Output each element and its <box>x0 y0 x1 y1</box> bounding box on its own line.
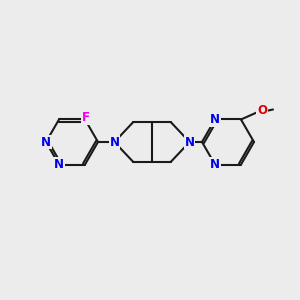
Text: F: F <box>82 111 90 124</box>
Text: N: N <box>110 136 119 148</box>
Text: O: O <box>257 104 267 117</box>
Text: N: N <box>54 158 64 171</box>
Text: N: N <box>184 136 195 148</box>
Text: N: N <box>41 136 51 148</box>
Text: N: N <box>210 158 220 171</box>
Text: N: N <box>210 113 220 126</box>
